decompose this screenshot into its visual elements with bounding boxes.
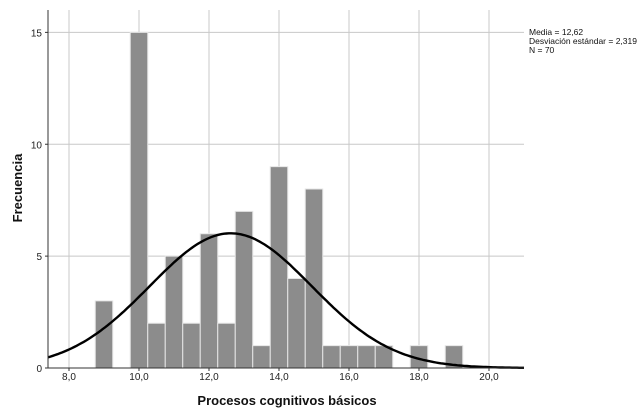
histogram-bar xyxy=(199,233,219,369)
histogram-bars xyxy=(94,31,464,369)
y-tick-label: 0 xyxy=(36,364,42,375)
normal-curve-line xyxy=(47,232,524,369)
normal-curve xyxy=(47,232,524,369)
axes xyxy=(47,10,524,369)
histogram-bar xyxy=(217,322,236,369)
histogram-bar xyxy=(252,345,271,369)
histogram-bar xyxy=(304,188,324,369)
stats-mean: Media = 12,62 xyxy=(529,27,584,37)
x-tick-label: 20,0 xyxy=(479,372,499,383)
histogram-bar xyxy=(129,31,149,369)
histogram-bar xyxy=(287,278,306,369)
y-tick-label: 15 xyxy=(31,28,43,39)
x-tick-label: 18,0 xyxy=(409,372,429,383)
x-tick-label: 10,0 xyxy=(129,372,149,383)
x-tick-label: 16,0 xyxy=(339,372,359,383)
y-tick-label: 5 xyxy=(36,252,42,263)
y-tick-label: 10 xyxy=(31,140,43,151)
x-tick-label: 14,0 xyxy=(269,372,289,383)
x-tick-label: 12,0 xyxy=(199,372,219,383)
y-tick-labels: 0 5 10 15 xyxy=(31,28,48,375)
x-tick-label: 8,0 xyxy=(62,372,76,383)
stats-sd: Desviación estándar = 2,319 xyxy=(529,36,637,46)
y-axis-title: Frecuencia xyxy=(10,153,25,222)
histogram-bar xyxy=(94,300,114,369)
stats-box: Media = 12,62 Desviación estándar = 2,31… xyxy=(529,28,637,55)
histogram-bar xyxy=(182,322,201,369)
histogram-bar xyxy=(269,166,289,369)
histogram-bar xyxy=(147,322,166,369)
x-tick-labels: 8,0 10,0 12,0 14,0 16,0 18,0 20,0 xyxy=(62,368,499,383)
stats-n: N = 70 xyxy=(529,45,555,55)
histogram-bar xyxy=(164,255,184,369)
histogram-bar xyxy=(357,345,376,369)
histogram-bar xyxy=(339,345,359,369)
histogram-bar xyxy=(322,345,341,369)
x-axis-title: Procesos cognitivos básicos xyxy=(197,393,376,408)
